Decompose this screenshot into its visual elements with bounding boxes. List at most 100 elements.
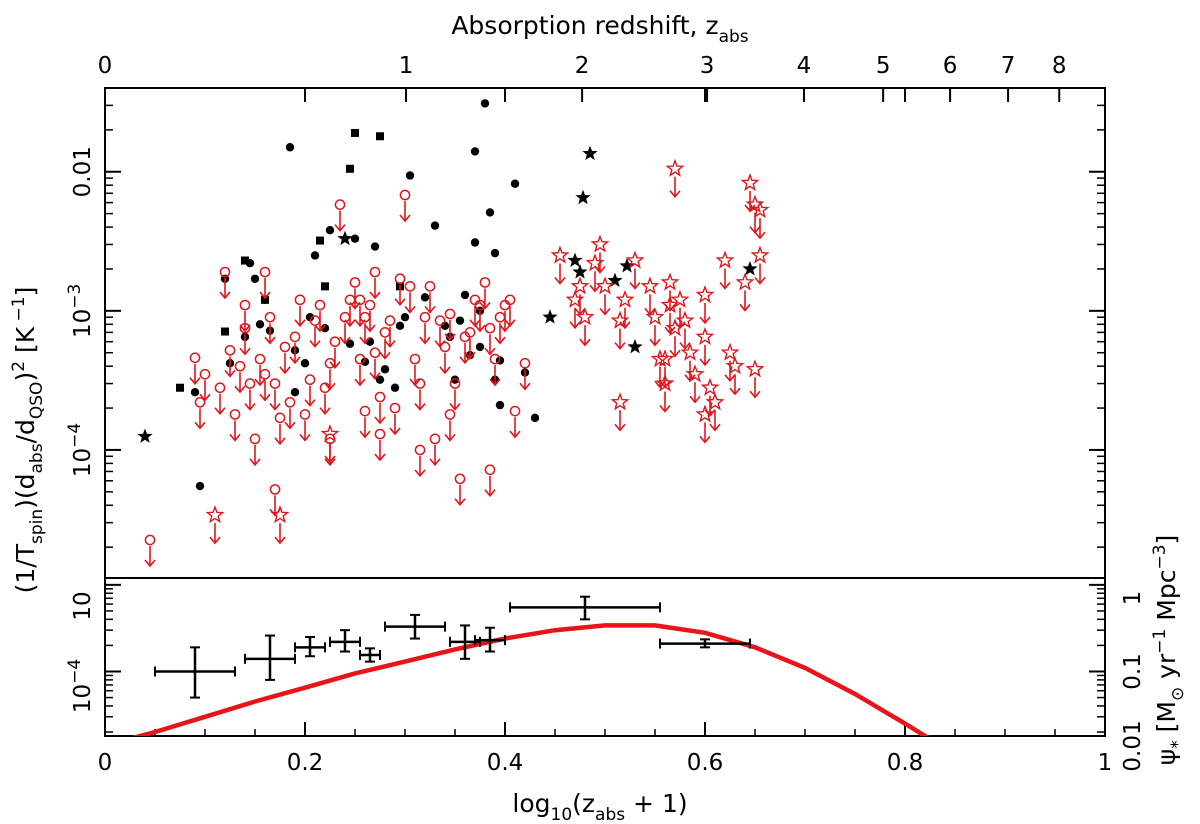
data-point-circle: [470, 238, 480, 247]
upper-panel: [104, 87, 1106, 579]
limit-point-star: [680, 342, 700, 361]
limit-point-star: [695, 326, 715, 345]
limit-point-star: [695, 404, 715, 423]
limit-point-circle-arrow-head: [399, 214, 411, 223]
right-axis-title: ψ* [M⊙ yr−1 Mpc−3]: [1150, 535, 1188, 766]
data-point-circle: [375, 375, 385, 384]
y-tick-label-base: 10: [70, 309, 96, 338]
limit-point-circle-arrow-head: [314, 324, 326, 333]
data-point-circle: [485, 208, 495, 217]
limit-point-star-arrow-head: [274, 536, 286, 545]
limit-point-circle-arrow-head: [229, 433, 241, 442]
limit-point-star-arrow-head: [614, 423, 626, 432]
limit-point-circle: [234, 360, 246, 372]
limit-point-circle: [409, 353, 421, 365]
limit-point-star-arrow-head: [659, 405, 671, 413]
top-axis-title: Absorption redshift, zabs: [451, 11, 748, 47]
data-point-star: [619, 258, 635, 273]
x-tick-label: 0: [98, 750, 113, 776]
sfr-curve: [131, 623, 930, 736]
limit-point-star: [205, 505, 225, 524]
y-tick-label: 0.01: [70, 146, 96, 197]
limit-point-star: [575, 307, 595, 326]
limit-point-star: [695, 284, 715, 304]
lower-left-tick-label: 10: [70, 591, 96, 620]
limit-point-circle: [299, 409, 311, 420]
limit-point-circle: [399, 189, 411, 201]
limit-point-circle: [499, 299, 511, 311]
limit-point-circle: [269, 484, 281, 495]
limit-point-circle: [429, 433, 441, 445]
limit-point-circle-arrow-head: [384, 340, 396, 348]
limit-point-circle: [434, 315, 446, 326]
limit-point-circle: [414, 444, 426, 456]
data-point-circle: [320, 324, 330, 333]
limit-point-star-arrow-head: [669, 190, 681, 199]
data-point-square: [351, 128, 359, 137]
limit-point-circle-arrow-head: [374, 416, 386, 425]
limit-point-star-arrow-head: [589, 284, 601, 293]
data-point-circle: [350, 234, 360, 243]
data-point-circle: [195, 481, 205, 491]
limit-point-circle: [454, 473, 466, 485]
data-point-square: [241, 256, 249, 265]
limit-point-circle: [219, 266, 231, 278]
limit-point-star-arrow-head: [754, 231, 766, 240]
limit-point-circle: [259, 266, 271, 278]
limit-point-circle-arrow-head: [279, 366, 291, 375]
limit-point-circle: [349, 277, 361, 288]
limit-point-circle-arrow-head: [299, 433, 311, 442]
lower-panel: [104, 577, 1106, 737]
limit-point-star: [750, 200, 770, 219]
limit-point-circle: [489, 353, 501, 365]
data-point-circle: [405, 171, 415, 180]
limit-point-circle-arrow-head: [259, 393, 271, 402]
limit-point-circle-arrow-head: [424, 305, 436, 314]
y-tick-label-base: 10: [70, 448, 96, 477]
limit-point-circle: [279, 341, 291, 353]
limit-point-circle-arrow-head: [379, 351, 391, 360]
data-point-square: [221, 327, 229, 336]
limit-point-circle-arrow-head: [189, 377, 201, 385]
limit-point-circle-arrow-head: [489, 378, 501, 387]
limit-point-star: [735, 272, 755, 291]
limit-point-star: [750, 245, 770, 264]
data-point-circle: [360, 357, 370, 367]
limit-point-circle-arrow-head: [369, 372, 381, 380]
limit-point-circle-arrow-head: [334, 224, 346, 232]
limit-point-star: [655, 349, 675, 368]
limit-point-circle: [404, 280, 416, 292]
data-point-square: [176, 383, 184, 392]
limit-point-circle: [479, 277, 491, 288]
limit-point-star: [705, 392, 725, 411]
limit-point-star-arrow-head: [724, 374, 736, 382]
limit-point-circle: [419, 311, 431, 323]
limit-point-circle-arrow-head: [444, 333, 456, 342]
lower-left-tick-label-base: 10: [70, 684, 96, 713]
limit-point-circle: [354, 353, 366, 365]
limit-point-star-arrow-head: [659, 380, 671, 389]
right-tick-label: 0.01: [1120, 720, 1146, 771]
data-point-square: [316, 236, 324, 245]
limit-point-circle: [414, 378, 426, 389]
limit-point-circle: [494, 311, 506, 323]
x-tick-label: 1: [1098, 750, 1113, 776]
right-tick-label: 1: [1120, 591, 1146, 606]
limit-point-star-arrow-head: [649, 338, 661, 347]
limit-point-star: [660, 272, 680, 291]
data-point-star: [742, 260, 758, 276]
limit-point-star: [595, 276, 615, 295]
limit-point-circle-arrow-head: [304, 399, 316, 407]
y-tick-label-exp: −3: [65, 284, 85, 309]
limit-point-circle-arrow-head: [419, 336, 431, 345]
data-point-circle: [190, 388, 200, 397]
limit-point-circle: [334, 199, 346, 210]
limit-point-circle: [379, 327, 391, 338]
limit-point-circle-arrow-head: [249, 458, 261, 467]
limit-point-circle-arrow-head: [394, 298, 406, 307]
limit-point-circle-arrow-head: [484, 347, 496, 356]
limit-point-star-arrow-head: [689, 395, 701, 404]
limit-point-circle-arrow-head: [199, 393, 211, 402]
limit-point-circle-arrow-head: [479, 301, 491, 310]
limit-point-star-arrow-head: [699, 358, 711, 367]
